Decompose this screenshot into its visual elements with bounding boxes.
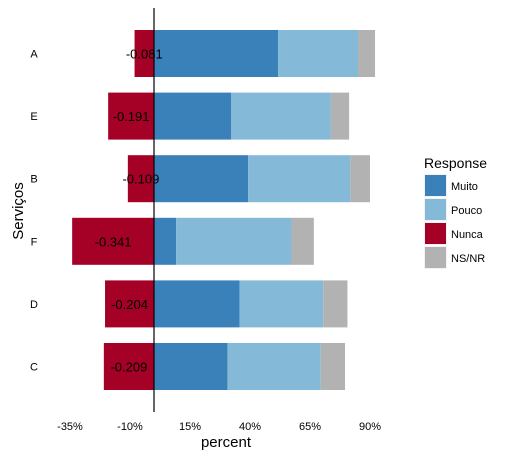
bar-b-pouco: [248, 155, 351, 203]
legend-swatch-pouco: [425, 199, 446, 220]
data-label-c: -0.209: [110, 360, 147, 375]
bars-layer: [72, 30, 376, 390]
y-tick-label-a: A: [30, 49, 38, 61]
legend-title: Response: [424, 155, 487, 171]
bar-b-nunca: [127, 155, 154, 203]
x-tick-label: 15%: [179, 421, 201, 433]
legend-swatch-nunca: [425, 223, 446, 244]
bar-f-pouco: [176, 217, 292, 265]
y-axis-tick-labels: A E B F D C: [30, 49, 38, 374]
data-label-d: -0.204: [111, 297, 148, 312]
bar-d-nunca: [105, 280, 154, 328]
bar-d-muito: [154, 280, 240, 328]
bar-d-pouco: [239, 280, 324, 328]
bar-f-nunca: [72, 217, 154, 265]
bar-c-nunca: [103, 343, 154, 390]
legend-label-ns-nr: NS/NR: [451, 253, 485, 265]
bar-e-muito: [154, 92, 232, 140]
x-tick-label: 65%: [299, 421, 321, 433]
legend-label-nunca: Nunca: [451, 229, 484, 241]
bar-c-pouco: [227, 343, 321, 390]
bar-c-ns-nr: [320, 343, 346, 390]
bar-a-nunca: [134, 30, 154, 77]
data-label-b: -0.109: [122, 172, 159, 187]
bar-b-muito: [154, 155, 249, 203]
bar-f-ns-nr: [291, 217, 314, 265]
bar-e-ns-nr: [330, 92, 350, 140]
x-tick-label: -35%: [57, 421, 83, 433]
x-axis-tick-labels: -35% -10% 15% 40% 65% 90%: [57, 421, 381, 433]
bar-d-ns-nr: [323, 280, 348, 328]
x-tick-label: -10%: [117, 421, 143, 433]
y-tick-label-e: E: [30, 111, 37, 123]
data-label-e: -0.191: [113, 109, 150, 124]
bar-c-muito: [154, 343, 228, 390]
legend-swatch-ns-nr: [425, 247, 446, 268]
data-labels-layer: -0.081 -0.191 -0.109 -0.341 -0.204 -0.209: [95, 47, 163, 375]
y-tick-label-c: C: [30, 362, 38, 374]
x-axis-label: percent: [201, 434, 252, 451]
bar-a-muito: [154, 30, 279, 77]
y-tick-label-d: D: [30, 299, 38, 311]
bar-b-ns-nr: [350, 155, 370, 203]
x-tick-label: 90%: [359, 421, 381, 433]
data-label-f: -0.341: [95, 234, 132, 249]
legend: Response Muito Pouco Nunca NS/NR: [424, 155, 487, 269]
bar-e-nunca: [108, 92, 154, 140]
bar-a-pouco: [278, 30, 358, 77]
bar-e-pouco: [231, 92, 331, 140]
legend-swatch-muito: [425, 175, 446, 196]
data-label-a: -0.081: [126, 47, 163, 62]
bar-f-muito: [154, 217, 177, 265]
legend-label-pouco: Pouco: [451, 205, 482, 217]
y-tick-label-f: F: [31, 236, 38, 248]
legend-label-muito: Muito: [451, 181, 478, 193]
x-tick-label: 40%: [239, 421, 261, 433]
y-axis-label: Serviços: [10, 182, 27, 240]
bar-a-ns-nr: [358, 30, 376, 77]
y-tick-label-b: B: [30, 174, 37, 186]
